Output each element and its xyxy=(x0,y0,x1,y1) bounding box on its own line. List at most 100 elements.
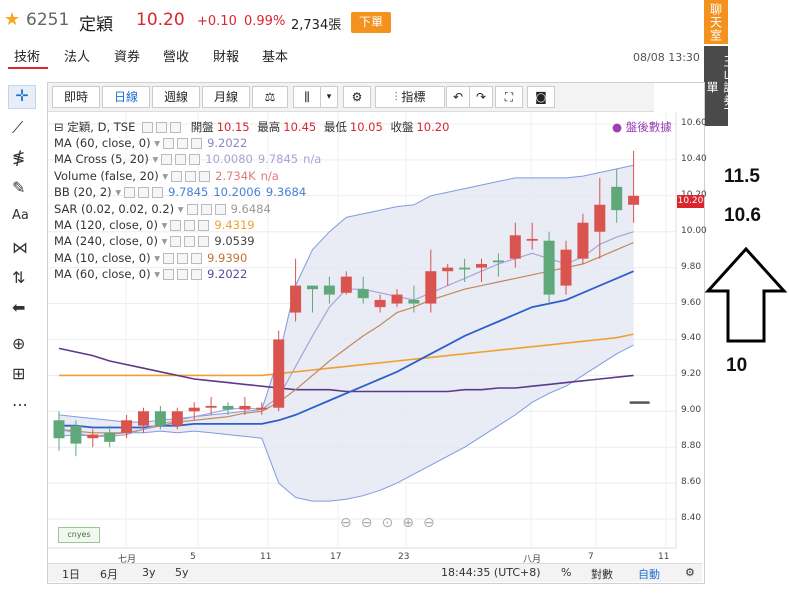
settings-icon[interactable] xyxy=(156,122,168,133)
fullscreen-icon[interactable]: ⛶ xyxy=(495,86,523,108)
percent-toggle[interactable]: % xyxy=(561,566,572,579)
close-icon[interactable] xyxy=(191,138,203,149)
scroll-left-icon[interactable]: ⊖ xyxy=(340,515,361,531)
scroll-right-icon[interactable]: ⊖ xyxy=(422,515,444,531)
star-icon[interactable]: ★ xyxy=(4,9,21,30)
candle xyxy=(391,294,403,304)
pattern-tool-icon[interactable]: ⋈ xyxy=(12,238,28,257)
indicators-button[interactable]: ⫶ 指標 xyxy=(375,86,445,108)
after-hours-label: 盤後數據 xyxy=(625,120,672,134)
settings-icon[interactable] xyxy=(177,269,189,281)
stock-price: 10.20 xyxy=(136,10,185,30)
ruler-icon[interactable]: ⊞ xyxy=(12,364,26,383)
logo-badge: cnyes xyxy=(58,527,100,543)
stock-name: 定穎 xyxy=(79,15,113,35)
interval-daily-button[interactable]: 日線 xyxy=(102,86,150,108)
settings-icon[interactable] xyxy=(175,154,187,166)
visibility-icon[interactable] xyxy=(142,122,154,133)
tab-basic[interactable]: 基本 xyxy=(262,50,289,65)
settings-icon[interactable] xyxy=(177,252,189,264)
quote-header: ★ 6251 定穎 10.20 +0.10 0.99% 2,734張 下單 xyxy=(0,0,700,44)
broker-order-tab[interactable]: 玉山證券下單 xyxy=(704,46,736,126)
chevron-down-icon[interactable]: ▾ xyxy=(150,136,161,150)
close-icon[interactable] xyxy=(198,236,210,248)
range-6m-button[interactable]: 6月 xyxy=(100,568,118,581)
visibility-icon[interactable] xyxy=(171,170,183,182)
close-icon[interactable] xyxy=(198,220,210,231)
tab-technical[interactable]: 技術 xyxy=(14,50,41,65)
chevron-down-icon[interactable]: ▾ xyxy=(150,250,161,265)
close-icon[interactable] xyxy=(170,122,182,133)
range-3y-button[interactable]: 3y xyxy=(142,566,156,579)
zoom-icon[interactable]: ⊕ xyxy=(12,334,26,353)
date-tick-label: 17 xyxy=(330,552,342,562)
close-icon[interactable] xyxy=(191,252,203,264)
interval-weekly-button[interactable]: 週線 xyxy=(152,86,200,108)
candle-type-icon[interactable]: ⫼ xyxy=(293,86,321,108)
fib-tool-icon[interactable]: ≸ xyxy=(12,148,26,167)
trend-line-icon[interactable]: ⟋ xyxy=(12,118,24,137)
zoom-in-icon[interactable]: ⊕ xyxy=(402,515,423,531)
close-icon[interactable] xyxy=(191,269,203,281)
close-icon[interactable] xyxy=(152,187,164,199)
log-toggle[interactable]: 對數 xyxy=(591,568,613,581)
chevron-down-icon[interactable]: ▾ xyxy=(157,234,168,249)
chevron-down-icon[interactable]: ▾ xyxy=(174,201,184,216)
text-tool-icon[interactable]: Aa xyxy=(12,208,29,223)
crosshair-icon[interactable]: ✛ xyxy=(8,85,36,109)
visibility-icon[interactable] xyxy=(170,236,182,248)
close-icon[interactable] xyxy=(199,170,211,182)
chat-room-tab[interactable]: 聊天室 xyxy=(704,0,728,44)
more-icon[interactable]: ⋯ xyxy=(12,395,28,414)
settings-icon[interactable] xyxy=(185,170,197,182)
camera-icon[interactable]: ◙ xyxy=(527,86,555,108)
tab-margin[interactable]: 資券 xyxy=(114,50,141,65)
candle xyxy=(357,289,369,299)
settings-icon[interactable] xyxy=(138,187,150,199)
after-hours-data[interactable]: ● 盤後數據 xyxy=(612,120,672,134)
drawing-toolbar: ✛ ⟋ ≸ ✎ Aa ⋈ ⇅ ⬅ ⊕ ⊞ ⋯ xyxy=(0,82,46,414)
back-arrow-icon[interactable]: ⬅ xyxy=(12,298,26,317)
chevron-down-icon[interactable]: ▾ xyxy=(111,185,122,200)
settings-icon[interactable] xyxy=(200,203,212,215)
brush-icon[interactable]: ✎ xyxy=(12,178,26,197)
gear-icon[interactable]: ⚙ xyxy=(685,566,695,579)
visibility-icon[interactable] xyxy=(170,220,182,231)
tab-revenue[interactable]: 營收 xyxy=(163,50,190,65)
compare-icon[interactable]: ⚖ xyxy=(252,86,288,108)
settings-icon[interactable] xyxy=(177,138,189,149)
legend-label: MA (240, close, 0) xyxy=(54,234,158,249)
tab-financials[interactable]: 財報 xyxy=(213,50,240,65)
visibility-icon[interactable] xyxy=(163,252,175,264)
tab-institutional[interactable]: 法人 xyxy=(64,50,91,65)
interval-realtime-button[interactable]: 即時 xyxy=(52,86,100,108)
measure-icon[interactable]: ⇅ xyxy=(12,268,26,287)
chevron-down-icon[interactable]: ▾ xyxy=(157,218,168,232)
range-1d-button[interactable]: 1日 xyxy=(62,568,80,581)
chevron-down-icon[interactable]: ▾ xyxy=(320,86,338,108)
visibility-icon[interactable] xyxy=(163,138,175,149)
chevron-down-icon[interactable]: ▾ xyxy=(148,152,159,167)
redo-icon[interactable]: ↷ xyxy=(469,86,493,108)
chevron-down-icon[interactable]: ▾ xyxy=(150,267,161,282)
order-button[interactable]: 下單 xyxy=(351,12,391,33)
reset-icon[interactable]: ⊙ xyxy=(381,515,403,531)
range-5y-button[interactable]: 5y xyxy=(175,566,189,579)
legend-collapse-icon[interactable]: ⊟ xyxy=(54,120,68,134)
settings-icon[interactable] xyxy=(184,220,196,231)
chevron-down-icon[interactable]: ▾ xyxy=(158,168,169,183)
candle xyxy=(188,407,200,412)
close-icon[interactable] xyxy=(214,203,226,215)
visibility-icon[interactable] xyxy=(186,203,198,215)
close-icon[interactable] xyxy=(189,154,201,166)
visibility-icon[interactable] xyxy=(161,154,173,166)
zoom-out-icon[interactable]: ⊖ xyxy=(360,515,382,531)
auto-toggle[interactable]: 自動 xyxy=(638,568,660,581)
visibility-icon[interactable] xyxy=(163,269,175,281)
settings-icon[interactable] xyxy=(184,236,196,248)
visibility-icon[interactable] xyxy=(124,187,136,199)
gear-icon[interactable]: ⚙ xyxy=(343,86,371,108)
interval-monthly-button[interactable]: 月線 xyxy=(202,86,250,108)
legend-main: ⊟ 定穎, D, TSE 開盤 10.15 最高 10.45 最低 10.05 收盤 1… xyxy=(54,119,449,135)
